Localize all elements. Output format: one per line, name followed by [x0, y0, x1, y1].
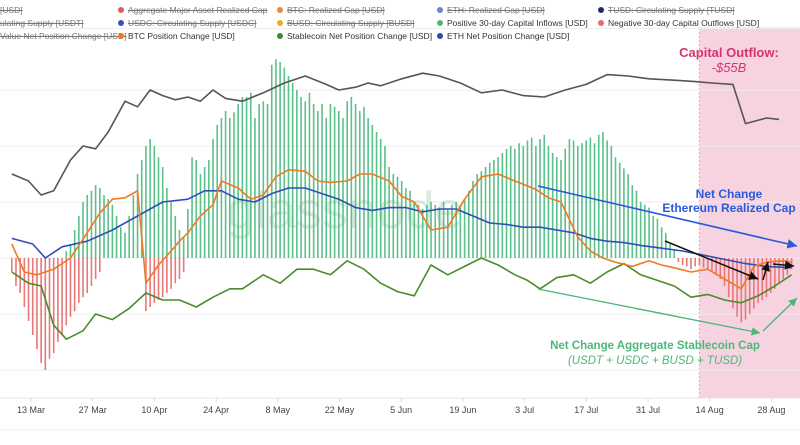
eth-annotation: Net Change Ethereum Realized Cap: [658, 187, 800, 215]
legend-label: Positive 30-day Capital Inflows [USD]: [447, 17, 588, 28]
btc-rebound-arrow: [761, 261, 770, 281]
legend-item[interactable]: ETH Net Position Change [USD]: [437, 30, 569, 41]
legend-item[interactable]: Aggregate Major Asset Realized Cap: [118, 4, 267, 15]
legend-item[interactable]: BTC: Realized Cap [USD]: [277, 4, 385, 15]
aggregate-series-line: [11, 72, 780, 196]
btc-series-line: [11, 169, 792, 290]
legend-item[interactable]: ETH: Realized Cap [USD]: [437, 4, 545, 15]
legend-item[interactable]: TUSD: Circulating Supply [TUSD]: [598, 4, 735, 15]
legend-swatch-icon: [598, 19, 604, 26]
stable-rebound-arrow: [762, 297, 798, 332]
capital-outflow-title: Capital Outflow:: [679, 45, 779, 60]
legend-swatch-icon: [118, 6, 124, 13]
legend-swatch-icon: [437, 19, 443, 26]
x-tick-label: 13 Mar: [16, 405, 46, 415]
stablecoin-annotation-line2: (USDT + USDC + BUSD + TUSD): [567, 355, 743, 367]
eth-annotation-line1: Net Change: [695, 187, 763, 201]
legend-item[interactable]: Negative 30-day Capital Outflows [USD]: [598, 17, 759, 28]
legend-item[interactable]: Value Net Position Change [USD]: [0, 30, 126, 41]
legend-label: ETH Net Position Change [USD]: [447, 30, 570, 41]
x-tick-label: 31 Jul: [635, 405, 661, 415]
legend-label: Stablecoin Net Position Change [USD]: [287, 30, 433, 41]
stablecoin-annotation-line1: Net Change Aggregate Stablecoin Cap: [550, 340, 760, 352]
btc-trend-arrow: [664, 240, 759, 280]
legend-label: BTC Position Change [USD]: [128, 30, 235, 41]
stablecoin-annotation: Net Change Aggregate Stablecoin Cap (USD…: [530, 339, 780, 369]
legend-item[interactable]: BTC Position Change [USD]: [118, 30, 235, 41]
stable-series-line: [11, 257, 793, 341]
legend-swatch-icon: [437, 32, 443, 39]
legend-divider: [0, 28, 800, 29]
x-tick-label: 28 Aug: [757, 405, 786, 415]
legend-swatch-icon: [277, 19, 283, 26]
x-tick-label: 27 Mar: [78, 405, 107, 415]
x-tick-label: 19 Jun: [449, 405, 477, 415]
legend-label: TUSD: Circulating Supply [TUSD]: [608, 4, 735, 15]
legend-swatch-icon: [118, 19, 124, 26]
stable-trend-arrow: [537, 288, 761, 336]
legend-item[interactable]: Stablecoin Net Position Change [USD]: [277, 30, 432, 41]
legend-label: [USD]: [0, 4, 23, 15]
btc-flat-arrow: [772, 260, 795, 270]
legend-item[interactable]: ulating Supply [USDT]: [0, 17, 84, 28]
x-tick-label: 24 Apr: [203, 405, 230, 415]
legend-item[interactable]: USDC: Circulating Supply [USDC]: [118, 17, 256, 28]
x-tick-label: 5 Jun: [390, 405, 413, 415]
eth-annotation-line2: Ethereum Realized Cap: [662, 201, 796, 215]
capital-outflow-annotation: Capital Outflow: -$55B: [670, 45, 788, 75]
legend-label: Value Net Position Change [USD]: [0, 30, 127, 41]
legend-swatch-icon: [277, 6, 283, 13]
legend-item[interactable]: Positive 30-day Capital Inflows [USD]: [437, 17, 588, 28]
x-tick-label: 8 May: [265, 405, 291, 415]
capital-outflow-value: -$55B: [711, 60, 747, 75]
legend-label: ETH: Realized Cap [USD]: [447, 4, 545, 15]
legend-item[interactable]: BUSD: Circulating Supply [BUSD]: [277, 17, 415, 28]
x-tick-label: 3 Jul: [515, 405, 535, 415]
x-tick-label: 14 Aug: [695, 405, 724, 415]
legend-label: BUSD: Circulating Supply [BUSD]: [287, 17, 415, 28]
x-tick-label: 22 May: [324, 405, 355, 415]
x-tick-label: 17 Jul: [574, 405, 599, 415]
legend-item[interactable]: [USD]: [0, 4, 23, 15]
legend-swatch-icon: [118, 32, 124, 39]
legend-label: Negative 30-day Capital Outflows [USD]: [608, 17, 760, 28]
legend-label: Aggregate Major Asset Realized Cap: [128, 4, 268, 15]
legend-swatch-icon: [437, 6, 443, 13]
eth-series-line: [11, 187, 792, 269]
legend-swatch-icon: [277, 32, 283, 39]
legend-swatch-icon: [598, 6, 604, 13]
legend-label: ulating Supply [USDT]: [0, 17, 84, 28]
x-tick-label: 10 Apr: [141, 405, 168, 415]
eth-trend-arrow: [537, 185, 798, 249]
legend-label: BTC: Realized Cap [USD]: [287, 4, 385, 15]
legend: [USD] Aggregate Major Asset Realized Cap B…: [0, 0, 800, 44]
legend-label: USDC: Circulating Supply [USDC]: [128, 17, 257, 28]
